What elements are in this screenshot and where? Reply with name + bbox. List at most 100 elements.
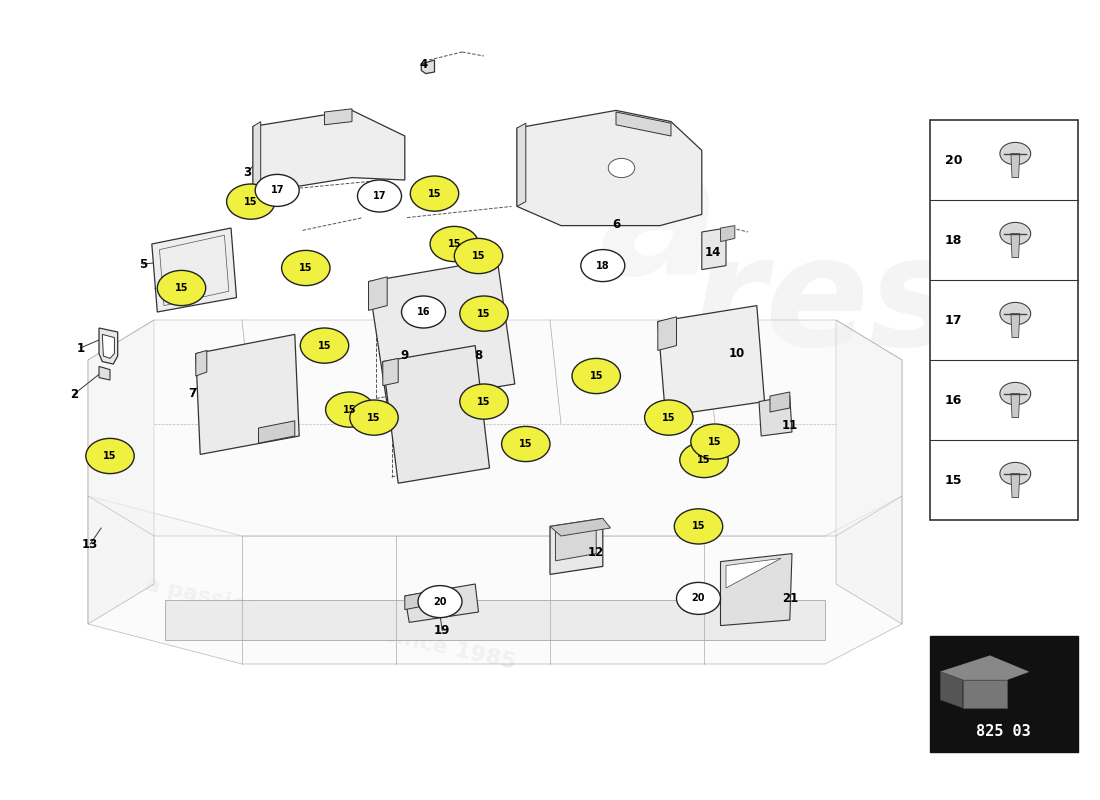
Text: 15: 15 (697, 455, 711, 465)
Text: 15: 15 (692, 522, 705, 531)
Text: 12: 12 (588, 546, 604, 558)
Polygon shape (658, 317, 676, 350)
Circle shape (402, 296, 446, 328)
Polygon shape (940, 672, 962, 708)
Text: 15: 15 (448, 239, 461, 249)
Text: 16: 16 (417, 307, 430, 317)
Polygon shape (88, 496, 902, 664)
Text: 15: 15 (343, 405, 356, 414)
Text: 15: 15 (103, 451, 117, 461)
Circle shape (1000, 222, 1031, 245)
Polygon shape (702, 228, 726, 270)
Text: 15: 15 (590, 371, 603, 381)
FancyBboxPatch shape (930, 636, 1078, 752)
Text: 15: 15 (477, 397, 491, 406)
Text: 14: 14 (705, 246, 720, 258)
Text: 2: 2 (69, 388, 78, 401)
Polygon shape (324, 109, 352, 125)
Polygon shape (152, 228, 236, 312)
Circle shape (255, 174, 299, 206)
Polygon shape (658, 306, 764, 416)
Polygon shape (770, 392, 790, 412)
Circle shape (1000, 302, 1031, 325)
Polygon shape (165, 600, 825, 640)
Polygon shape (720, 554, 792, 626)
Text: res: res (690, 230, 960, 378)
Polygon shape (726, 558, 781, 588)
Text: 17: 17 (271, 186, 284, 195)
Polygon shape (759, 396, 792, 436)
Text: 21: 21 (782, 592, 797, 605)
Polygon shape (421, 60, 434, 74)
Polygon shape (99, 366, 110, 380)
Circle shape (676, 582, 720, 614)
Polygon shape (99, 328, 118, 364)
Polygon shape (424, 386, 462, 408)
Circle shape (460, 384, 508, 419)
Text: 5: 5 (139, 258, 147, 270)
Polygon shape (962, 680, 1006, 708)
Text: 17: 17 (373, 191, 386, 201)
Text: 18: 18 (945, 234, 962, 246)
Text: 15: 15 (708, 437, 722, 446)
Circle shape (326, 392, 374, 427)
Text: 18: 18 (596, 261, 609, 270)
Text: 1: 1 (76, 342, 85, 354)
Text: 4: 4 (419, 58, 428, 70)
Polygon shape (405, 584, 478, 622)
Circle shape (358, 180, 402, 212)
Circle shape (691, 424, 739, 459)
Text: 13: 13 (82, 538, 98, 550)
Polygon shape (383, 346, 490, 483)
Text: 8: 8 (474, 350, 483, 362)
Text: 19: 19 (434, 624, 450, 637)
Text: 15: 15 (472, 251, 485, 261)
Text: 15: 15 (367, 413, 381, 422)
Polygon shape (836, 320, 902, 624)
Polygon shape (616, 112, 671, 136)
Text: a passion for parts since 1985: a passion for parts since 1985 (143, 575, 517, 673)
Circle shape (581, 250, 625, 282)
Polygon shape (253, 110, 405, 194)
Polygon shape (556, 522, 596, 561)
Text: 16: 16 (945, 394, 962, 406)
Polygon shape (1011, 154, 1020, 178)
Polygon shape (88, 320, 902, 536)
Polygon shape (940, 656, 1028, 680)
Circle shape (282, 250, 330, 286)
Polygon shape (517, 123, 526, 206)
Circle shape (674, 509, 723, 544)
Text: 3: 3 (243, 166, 252, 178)
Polygon shape (405, 590, 435, 610)
Text: 825 03: 825 03 (977, 724, 1031, 738)
Circle shape (418, 586, 462, 618)
Polygon shape (196, 350, 207, 376)
Polygon shape (258, 421, 295, 443)
Text: 6: 6 (612, 218, 620, 230)
Circle shape (430, 226, 478, 262)
Text: 20: 20 (433, 597, 447, 606)
Circle shape (608, 158, 635, 178)
Polygon shape (1011, 394, 1020, 418)
Circle shape (1000, 142, 1031, 165)
Circle shape (227, 184, 275, 219)
Text: 15: 15 (945, 474, 962, 486)
Circle shape (157, 270, 206, 306)
Polygon shape (88, 320, 154, 624)
Polygon shape (383, 358, 398, 386)
Text: 11: 11 (782, 419, 797, 432)
Text: 20: 20 (692, 594, 705, 603)
Text: 15: 15 (244, 197, 257, 206)
Text: 15: 15 (318, 341, 331, 350)
Polygon shape (1011, 474, 1020, 498)
FancyBboxPatch shape (930, 120, 1078, 520)
Circle shape (454, 238, 503, 274)
Circle shape (460, 296, 508, 331)
Circle shape (502, 426, 550, 462)
Polygon shape (720, 226, 735, 242)
Text: 15: 15 (299, 263, 312, 273)
Polygon shape (253, 122, 261, 194)
Circle shape (572, 358, 620, 394)
Text: 17: 17 (945, 314, 962, 326)
Polygon shape (1011, 234, 1020, 258)
